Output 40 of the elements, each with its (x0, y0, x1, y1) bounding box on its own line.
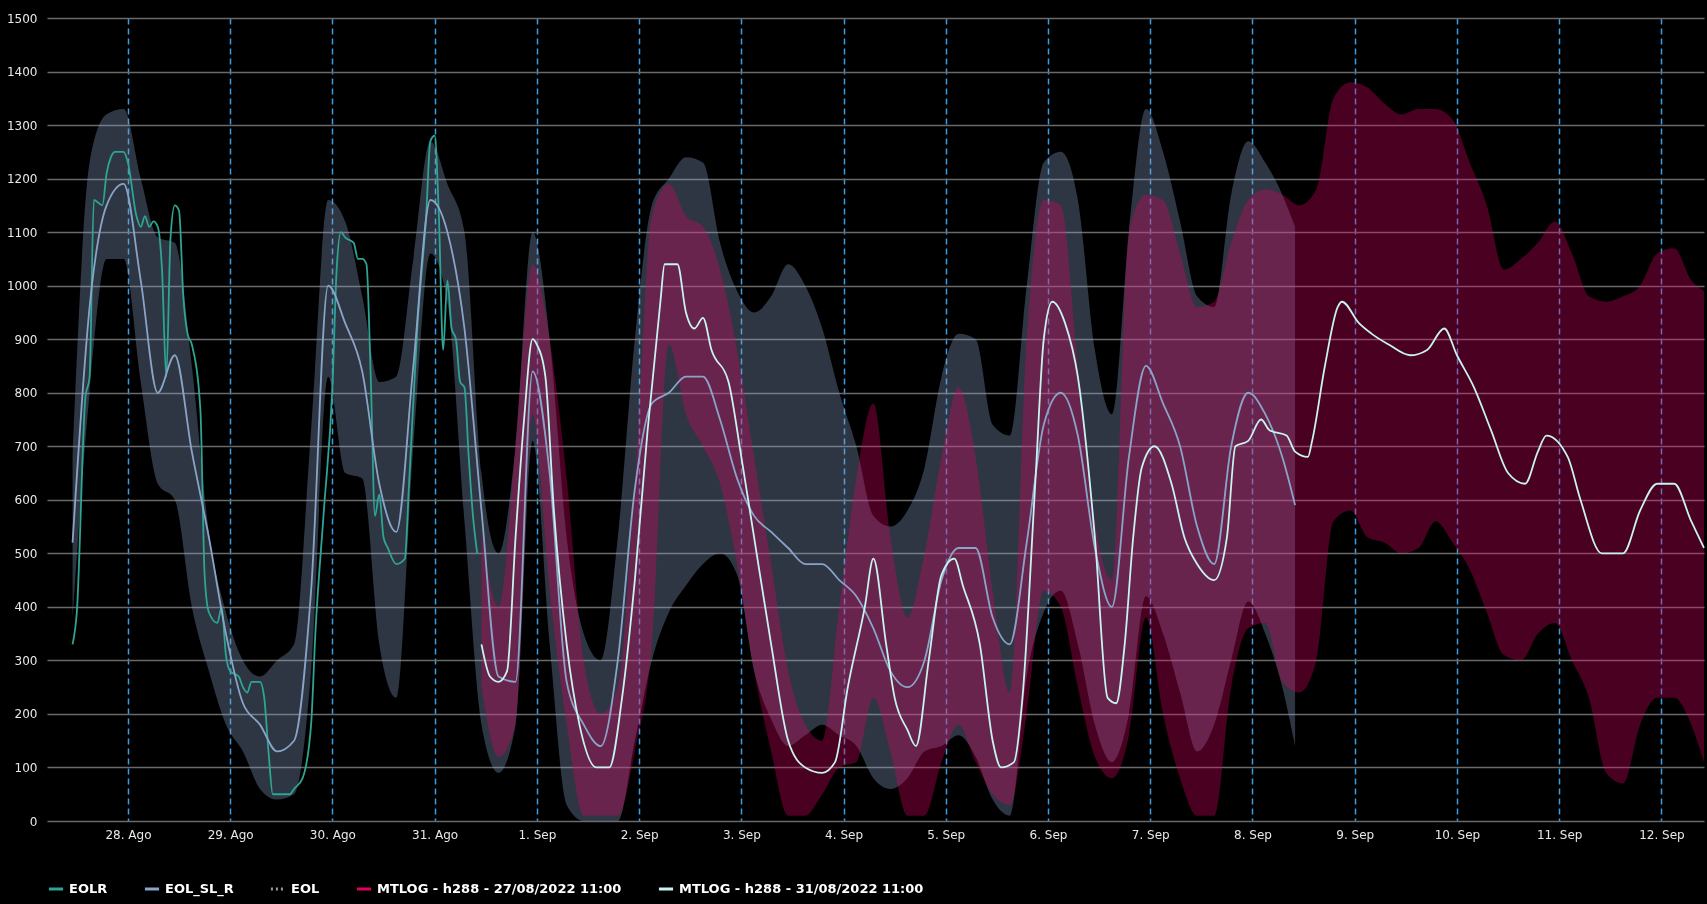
y-tick-label: 1400 (6, 65, 38, 80)
x-tick-label: 5. Sep (927, 827, 966, 842)
y-tick-label: 1300 (6, 118, 38, 133)
x-tick-label: 30. Ago (309, 827, 356, 842)
y-tick-label: 1100 (6, 225, 38, 240)
legend-label: EOL_SL_R (165, 881, 234, 897)
y-tick-label: 300 (14, 653, 38, 668)
y-tick-label: 200 (14, 707, 38, 722)
legend-label: MTLOG - h288 - 27/08/2022 11:00 (377, 881, 622, 896)
y-tick-label: 400 (14, 600, 38, 615)
line-series (71, 183, 1296, 753)
x-tick-label: 6. Sep (1029, 827, 1068, 842)
y-tick-label: 900 (14, 332, 38, 347)
line-series (480, 263, 1705, 774)
x-tick-label: 31. Ago (412, 827, 459, 842)
y-tick-label: 1500 (6, 11, 38, 26)
legend-label: MTLOG - h288 - 31/08/2022 11:00 (679, 881, 924, 896)
x-tick-label: 1. Sep (518, 827, 557, 842)
y-tick-label: 100 (14, 760, 38, 775)
x-tick-label: 28. Ago (105, 827, 152, 842)
x-tick-label: 7. Sep (1131, 827, 1170, 842)
y-tick-label: 800 (14, 386, 38, 401)
x-tick-label: 9. Sep (1336, 827, 1375, 842)
line-series (71, 134, 479, 796)
y-tick-label: 600 (14, 493, 38, 508)
x-tick-label: 3. Sep (722, 827, 761, 842)
x-tick-label: 8. Sep (1234, 827, 1272, 842)
x-tick-label: 12. Sep (1639, 827, 1685, 842)
x-tick-label: 10. Sep (1434, 827, 1481, 842)
y-tick-label: 1200 (6, 172, 38, 187)
x-tick-label: 4. Sep (825, 827, 863, 842)
y-tick-label: 700 (14, 439, 38, 454)
x-tick-label: 29. Ago (207, 827, 254, 842)
y-tick-label: 0 (29, 814, 38, 829)
y-tick-label: 1000 (6, 279, 38, 294)
legend-label: EOLR (69, 881, 108, 896)
legend-label: EOL (291, 881, 320, 896)
x-tick-label: 2. Sep (620, 827, 659, 842)
y-tick-label: 500 (14, 546, 38, 561)
x-tick-label: 11. Sep (1536, 827, 1583, 842)
